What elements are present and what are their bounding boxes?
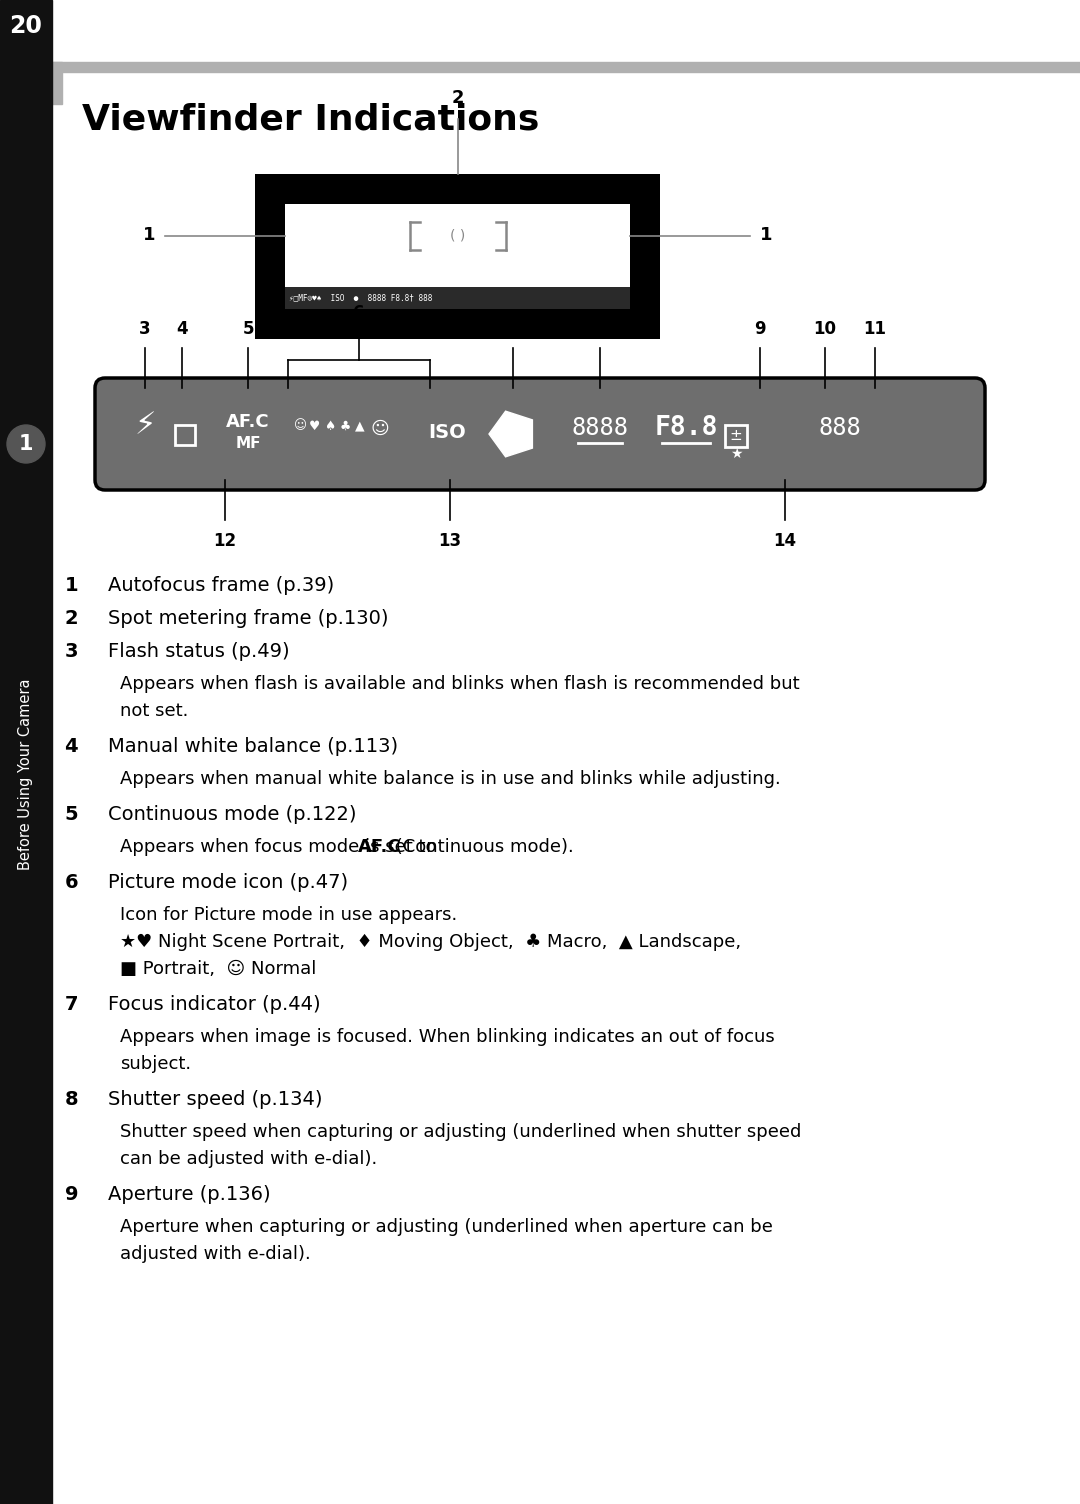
Text: 9: 9 (754, 320, 766, 338)
Text: AF.C: AF.C (226, 414, 270, 432)
Text: Before Using Your Camera: Before Using Your Camera (18, 678, 33, 869)
Text: 14: 14 (773, 532, 797, 550)
Text: ☺: ☺ (370, 420, 390, 438)
Bar (175, 426, 195, 445)
Bar (725, 426, 747, 447)
Bar (52, 62, 62, 104)
Bar (285, 287, 630, 308)
Text: 6: 6 (353, 304, 365, 322)
Bar (255, 174, 660, 338)
Text: can be adjusted with e-dial).: can be adjusted with e-dial). (120, 1151, 377, 1169)
Text: not set.: not set. (120, 702, 188, 720)
Text: 7: 7 (508, 320, 518, 338)
Text: 1: 1 (760, 227, 772, 245)
Text: 1: 1 (65, 576, 78, 596)
Text: 7: 7 (65, 996, 78, 1014)
Text: 12: 12 (214, 532, 237, 550)
Bar (0, 0, 52, 1504)
Text: 11: 11 (864, 320, 887, 338)
Text: 8: 8 (65, 1090, 78, 1108)
Text: AF.C: AF.C (357, 838, 402, 856)
Text: ♥: ♥ (309, 420, 321, 433)
Text: adjusted with e-dial).: adjusted with e-dial). (120, 1245, 311, 1263)
FancyBboxPatch shape (95, 378, 985, 490)
Text: Autofocus frame (p.39): Autofocus frame (p.39) (108, 576, 334, 596)
Text: Manual white balance (p.113): Manual white balance (p.113) (108, 737, 399, 757)
Text: 1: 1 (143, 227, 156, 245)
Text: Flash status (p.49): Flash status (p.49) (108, 642, 289, 660)
Text: Shutter speed when capturing or adjusting (underlined when shutter speed: Shutter speed when capturing or adjustin… (120, 1123, 801, 1142)
Bar (52, 62, 1080, 72)
Text: Focus indicator (p.44): Focus indicator (p.44) (108, 996, 321, 1014)
Text: ★: ★ (730, 447, 742, 462)
Text: ☺: ☺ (294, 420, 307, 433)
Text: 888: 888 (819, 417, 862, 441)
Text: 9: 9 (65, 1185, 78, 1205)
Text: 2: 2 (65, 609, 78, 629)
Text: F8.8: F8.8 (654, 415, 718, 441)
Text: 13: 13 (438, 532, 461, 550)
Text: Appears when image is focused. When blinking indicates an out of focus: Appears when image is focused. When blin… (120, 1029, 774, 1045)
Text: Aperture when capturing or adjusting (underlined when aperture can be: Aperture when capturing or adjusting (un… (120, 1218, 773, 1236)
Text: Appears when flash is available and blinks when flash is recommended but: Appears when flash is available and blin… (120, 675, 799, 693)
Text: MF: MF (235, 436, 260, 451)
Text: 10: 10 (813, 320, 837, 338)
Text: 5: 5 (242, 320, 254, 338)
Text: 1: 1 (18, 435, 33, 454)
Text: Continuous mode (p.122): Continuous mode (p.122) (108, 805, 356, 824)
Text: Appears when manual white balance is in use and blinks while adjusting.: Appears when manual white balance is in … (120, 770, 781, 788)
Text: ⚡□MF☺♥♠  ISO  ●  8888 F8.8† 888: ⚡□MF☺♥♠ ISO ● 8888 F8.8† 888 (289, 293, 432, 302)
Text: 5: 5 (65, 805, 78, 824)
Bar (285, 205, 630, 308)
Text: ★♥ Night Scene Portrait,  ♦ Moving Object,  ♣ Macro,  ▲ Landscape,: ★♥ Night Scene Portrait, ♦ Moving Object… (120, 932, 741, 951)
Text: Shutter speed (p.134): Shutter speed (p.134) (108, 1090, 323, 1108)
Text: Appears when focus mode is set to: Appears when focus mode is set to (120, 838, 442, 856)
Text: ( ): ( ) (450, 229, 465, 242)
Text: 3: 3 (65, 642, 78, 660)
Text: 8: 8 (594, 320, 606, 338)
Text: Picture mode icon (p.47): Picture mode icon (p.47) (108, 872, 348, 892)
Text: Aperture (p.136): Aperture (p.136) (108, 1185, 271, 1205)
Text: 2: 2 (451, 89, 463, 107)
Text: 20: 20 (10, 14, 42, 38)
Text: 8888: 8888 (571, 417, 629, 441)
Text: (Continuous mode).: (Continuous mode). (390, 838, 573, 856)
Text: 4: 4 (65, 737, 78, 757)
Text: ♣: ♣ (339, 420, 351, 433)
Text: ±: ± (730, 429, 742, 444)
Text: ⚡: ⚡ (134, 412, 156, 441)
Text: Spot metering frame (p.130): Spot metering frame (p.130) (108, 609, 389, 629)
Text: ♠: ♠ (324, 420, 336, 433)
Text: ▲: ▲ (355, 420, 365, 433)
Text: 6: 6 (65, 872, 78, 892)
Text: subject.: subject. (120, 1054, 191, 1072)
Text: ISO: ISO (428, 423, 465, 442)
Text: Viewfinder Indications: Viewfinder Indications (82, 102, 539, 135)
Text: Icon for Picture mode in use appears.: Icon for Picture mode in use appears. (120, 905, 457, 923)
Text: ■ Portrait,  ☺ Normal: ■ Portrait, ☺ Normal (120, 960, 316, 978)
Circle shape (6, 426, 45, 463)
Text: 3: 3 (139, 320, 151, 338)
Text: 4: 4 (176, 320, 188, 338)
